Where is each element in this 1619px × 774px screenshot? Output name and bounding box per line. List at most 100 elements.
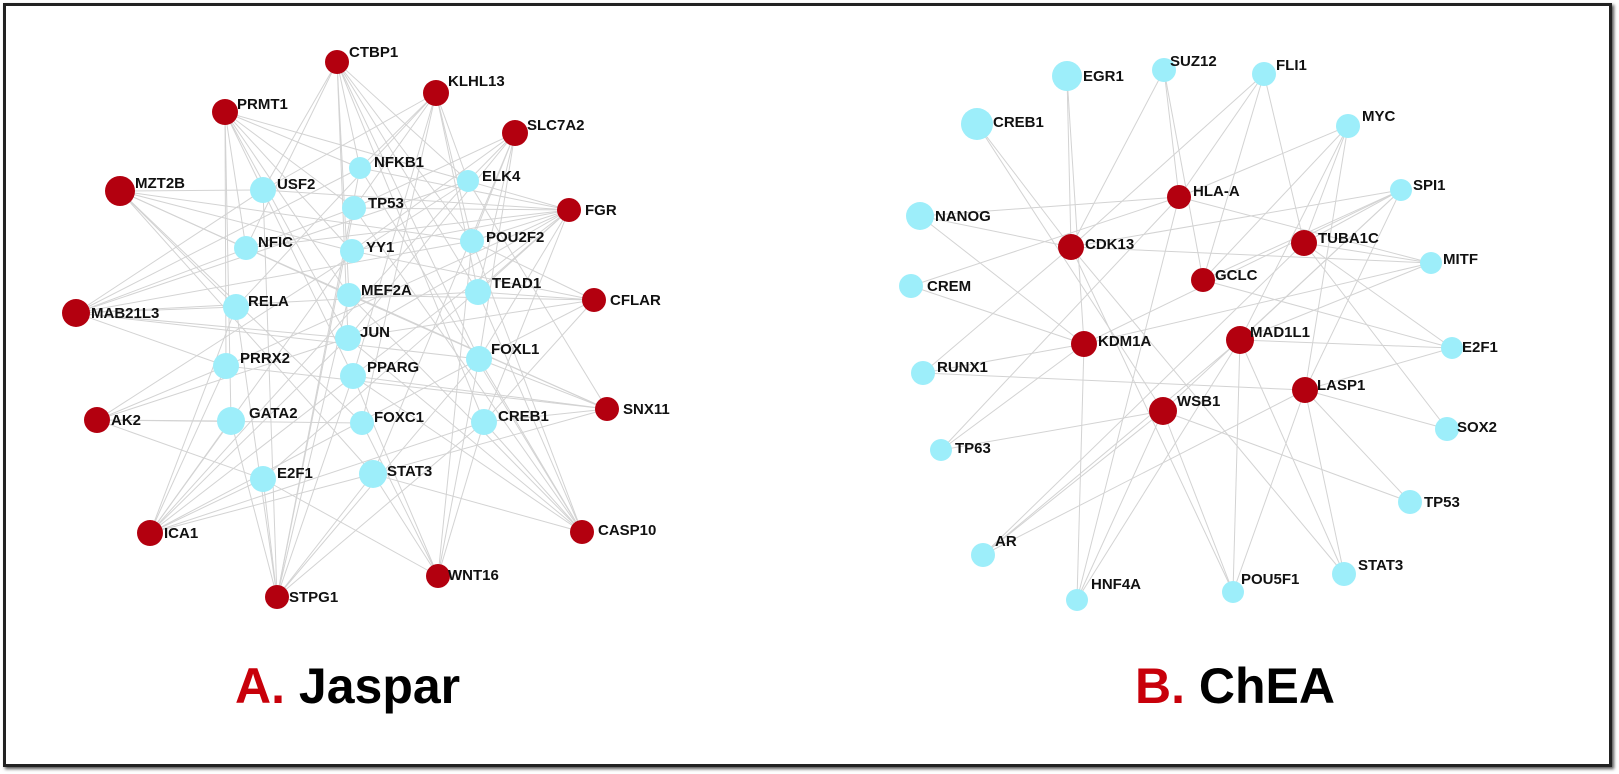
edge — [149, 473, 374, 534]
edge — [922, 372, 1306, 391]
nodes-chea: EGR1 SUZ12 FLI1 CREB1 MYC SPI1 NANOG MITF CREM E2… — [899, 53, 1498, 611]
edge — [361, 422, 439, 577]
node-pou2f2 — [460, 229, 484, 253]
edge — [276, 421, 485, 598]
edge — [352, 375, 439, 577]
edge — [478, 209, 570, 360]
edge — [149, 421, 485, 534]
edge — [224, 111, 361, 169]
edge — [1304, 389, 1448, 430]
edge — [336, 61, 479, 293]
edge — [477, 132, 516, 293]
node-sox2 — [1435, 417, 1459, 441]
node-pou5f1 — [1222, 581, 1244, 603]
node-label-gata2: GATA2 — [249, 405, 298, 422]
edge — [940, 343, 1085, 451]
edge — [262, 209, 570, 480]
edge — [276, 294, 350, 598]
edge — [235, 92, 437, 308]
edge — [1304, 347, 1453, 391]
edge — [467, 180, 570, 211]
node-spi1 — [1390, 179, 1412, 201]
edge — [982, 339, 1241, 556]
edge — [1162, 410, 1234, 593]
edge — [276, 167, 361, 598]
node-label-ica1: ICA1 — [164, 525, 198, 542]
edges-jaspar — [75, 61, 608, 598]
edge — [478, 299, 595, 360]
edge — [347, 299, 595, 339]
node-creb1 — [471, 409, 497, 435]
node-label-jun: JUN — [360, 324, 390, 341]
edge — [262, 478, 439, 577]
edge — [437, 421, 485, 577]
edge — [1162, 189, 1402, 412]
edge — [471, 240, 595, 301]
edge — [437, 358, 480, 577]
edge — [1263, 73, 1305, 244]
node-label-foxc1: FOXC1 — [374, 409, 424, 426]
edge — [348, 294, 583, 533]
node-label-stpg1: STPG1 — [289, 589, 338, 606]
node-foxl1 — [466, 346, 492, 372]
node-label-usf2: USF2 — [277, 176, 315, 193]
node-casp10 — [570, 520, 594, 544]
node-myc — [1336, 114, 1360, 138]
node-mad1l1 — [1226, 326, 1254, 354]
edge — [149, 365, 227, 534]
edge — [119, 190, 473, 242]
node-label-stat3: STAT3 — [1358, 557, 1403, 574]
node-runx1 — [911, 361, 935, 385]
edge — [471, 209, 570, 242]
edge — [910, 285, 1085, 345]
edge — [1202, 279, 1453, 349]
edge — [372, 408, 608, 475]
node-label-ctbp1: CTBP1 — [349, 44, 398, 61]
node-mitf — [1420, 252, 1442, 274]
node-crem — [899, 274, 923, 298]
node-e2f1 — [1441, 337, 1463, 359]
node-label-foxl1: FOXL1 — [491, 341, 539, 358]
edge — [225, 365, 608, 410]
node-prrx2 — [213, 353, 239, 379]
edge — [149, 478, 264, 534]
node-fgr — [557, 198, 581, 222]
node-ar — [971, 543, 995, 567]
edge — [1076, 339, 1241, 601]
node-label-snx11: SNX11 — [623, 401, 670, 418]
node-nfic — [234, 236, 258, 260]
node-tuba1c — [1291, 230, 1317, 256]
edge — [336, 61, 469, 182]
node-egr1 — [1052, 61, 1082, 91]
edge — [1162, 410, 1411, 503]
edge — [922, 246, 1072, 374]
edge — [96, 419, 264, 480]
node-label-mad1l1: MAD1L1 — [1250, 324, 1310, 341]
node-cflar — [582, 288, 606, 312]
panel-name-chea: ChEA — [1198, 658, 1336, 714]
edge — [1066, 75, 1085, 345]
node-nfkb1 — [349, 157, 371, 179]
node-label-sox2: SOX2 — [1457, 419, 1497, 436]
edge — [1304, 389, 1411, 503]
node-label-tp53: TP53 — [1424, 494, 1460, 511]
node-fli1 — [1252, 62, 1276, 86]
edge — [276, 375, 354, 598]
node-label-wsb1: WSB1 — [1177, 393, 1220, 410]
nodes-jaspar: CTBP1 KLHL13 PRMT1 SLC7A2 MZT2B FGR MAB21L3 CFL… — [62, 44, 670, 609]
node-label-rela: RELA — [248, 293, 289, 310]
edge — [119, 190, 350, 296]
node-label-hnf4a: HNF4A — [1091, 576, 1141, 593]
panel-name-jaspar: Jaspar — [298, 658, 461, 714]
node-pparg — [340, 363, 366, 389]
node-stat3 — [1332, 562, 1356, 586]
edge — [119, 190, 353, 252]
node-label-gclc: GCLC — [1215, 267, 1258, 284]
node-wsb1 — [1149, 397, 1177, 425]
edge — [1070, 246, 1345, 575]
edge — [478, 358, 608, 410]
edge — [477, 291, 583, 533]
edge — [483, 421, 583, 533]
edge — [1303, 242, 1432, 264]
edge — [75, 312, 480, 360]
